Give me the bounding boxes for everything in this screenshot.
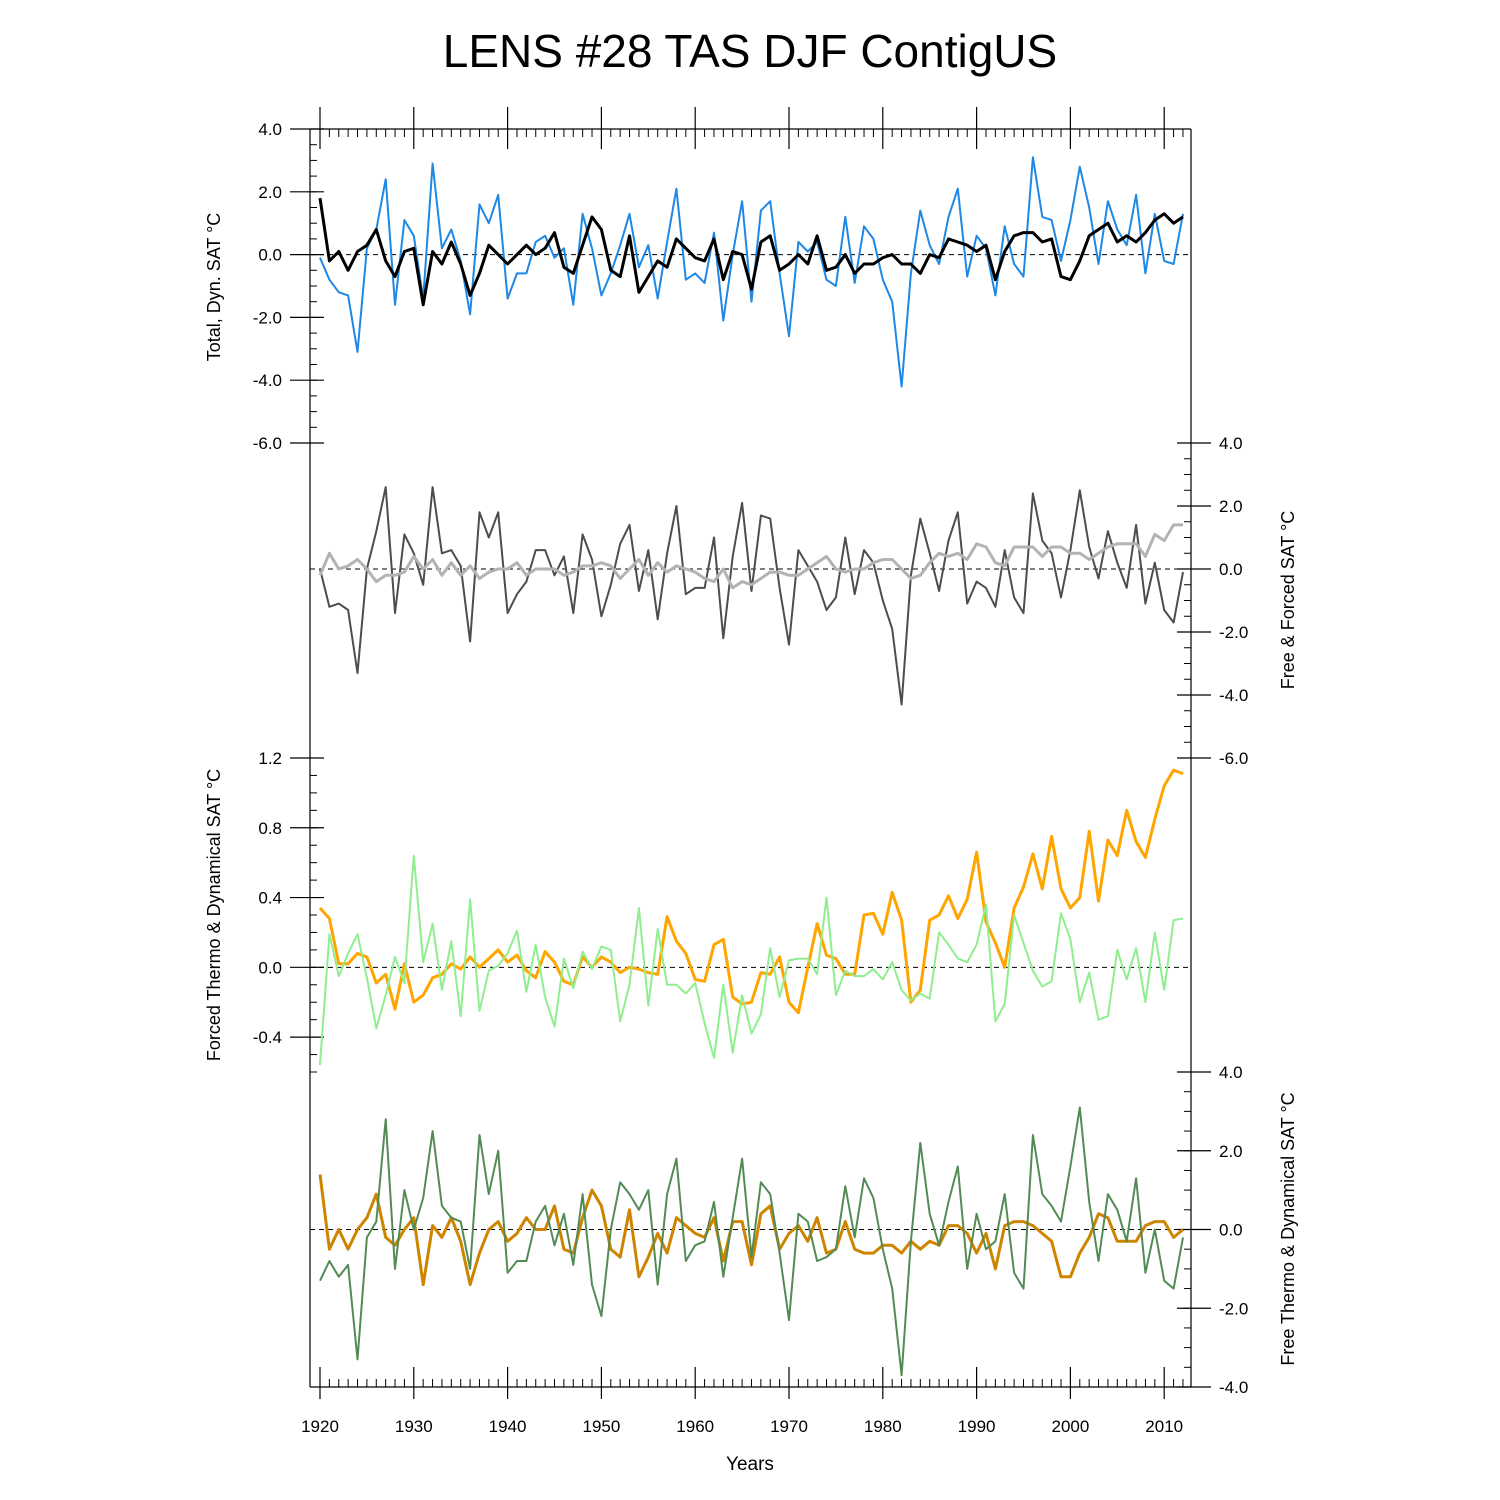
y-tick-label: -0.4 (253, 1028, 282, 1047)
y-axis-label-top-panel: Total, Dyn. SAT °C (204, 213, 224, 362)
y-tick-label: 0.8 (258, 819, 282, 838)
y-tick-label: -4.0 (1219, 686, 1248, 705)
y-axis-label-third-panel: Forced Thermo & Dynamical SAT °C (204, 769, 224, 1061)
x-tick-label: 1990 (958, 1417, 996, 1436)
chart-title: LENS #28 TAS DJF ContigUS (443, 25, 1057, 77)
y-tick-label: 0.0 (258, 958, 282, 977)
series-line-forced (318, 523, 1183, 590)
y-tick-label: 4.0 (1219, 1063, 1243, 1082)
chart-marks: 4.0 2.0 0.0 -2.0 -4.0 -6.0 4.0 2.0 0.0 -2.0 -4.0 -6… (253, 107, 1248, 1436)
series-line-free (319, 486, 1184, 706)
x-tick-label: 1920 (301, 1417, 339, 1436)
series-line-dynamical (318, 197, 1184, 307)
series-line-free-thermo (318, 1174, 1184, 1287)
y-axis-label-bottom-panel: Free Thermo & Dynamical SAT °C (1278, 1092, 1298, 1365)
x-tick-label: 1940 (489, 1417, 527, 1436)
y-tick-label: 2.0 (1219, 497, 1243, 516)
y-tick-label: 1.2 (258, 749, 282, 768)
y-tick-label: 2.0 (1219, 1142, 1243, 1161)
x-tick-label: 1980 (864, 1417, 902, 1436)
y-axis-label-second-panel: Free & Forced SAT °C (1278, 511, 1298, 690)
y-tick-label: -6.0 (1219, 749, 1248, 768)
x-tick-label: 1930 (395, 1417, 433, 1436)
y-tick-label: 4.0 (258, 120, 282, 139)
x-tick-label: 2000 (1051, 1417, 1089, 1436)
y-tick-label: 2.0 (258, 183, 282, 202)
series-line-forced-dynamical (319, 854, 1184, 1066)
y-tick-label: -2.0 (1219, 1299, 1248, 1318)
y-tick-label: -6.0 (253, 434, 282, 453)
x-axis-label: Years (726, 1454, 774, 1475)
x-tick-label: 2010 (1145, 1417, 1183, 1436)
series-line-free-dynamical (319, 1106, 1184, 1377)
x-tick-label: 1970 (770, 1417, 808, 1436)
y-tick-label: 4.0 (1219, 434, 1243, 453)
y-tick-label: -4.0 (1219, 1378, 1248, 1397)
y-tick-label: 0.0 (1219, 560, 1243, 579)
y-tick-label: 0.0 (1219, 1221, 1243, 1240)
y-tick-label: -2.0 (253, 308, 282, 327)
y-tick-label: -4.0 (253, 371, 282, 390)
y-tick-label: 0.0 (258, 246, 282, 265)
y-tick-label: -2.0 (1219, 623, 1248, 642)
x-tick-label: 1950 (582, 1417, 620, 1436)
x-tick-label: 1960 (676, 1417, 714, 1436)
y-tick-label: 0.4 (258, 889, 282, 908)
